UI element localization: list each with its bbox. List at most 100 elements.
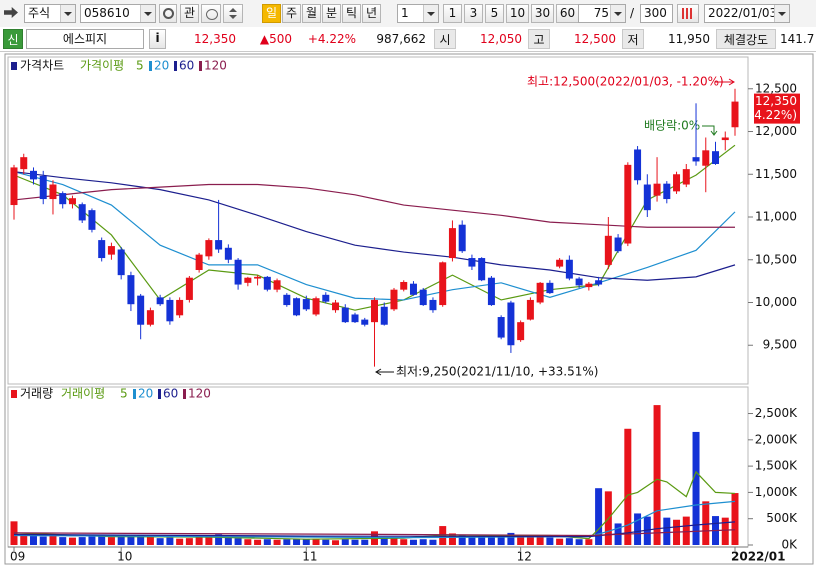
- high-note: 최고:12,500(2022/01/03, -1.20%): [527, 75, 724, 89]
- dropdown: [140, 5, 155, 22]
- candle-body: [634, 149, 642, 181]
- volume-bar: [682, 516, 690, 545]
- watch-button[interactable]: 관: [180, 4, 199, 23]
- market-select[interactable]: 주식: [24, 4, 76, 23]
- interval-button[interactable]: 3: [464, 4, 483, 23]
- legend-item: 20: [154, 59, 169, 73]
- candle-body: [487, 277, 495, 306]
- legend-title: 거래량: [20, 387, 53, 401]
- volume-bar: [127, 536, 135, 545]
- watch: 관: [183, 6, 196, 20]
- interval-button[interactable]: 30: [531, 4, 554, 23]
- low: 11,950: [668, 32, 710, 46]
- search-button[interactable]: [159, 4, 177, 23]
- count-input[interactable]: 75: [578, 4, 626, 23]
- period-button[interactable]: 일: [262, 4, 281, 23]
- legend-item: 120: [204, 59, 227, 73]
- volume-bar: [478, 536, 486, 545]
- total-input[interactable]: 300: [640, 4, 673, 23]
- count: 75: [593, 6, 609, 20]
- volume-bar: [507, 532, 515, 545]
- candle-body: [702, 150, 710, 166]
- y-tick-label: 11,500: [755, 167, 797, 181]
- volume-bar: [458, 535, 466, 545]
- volume-bar: [78, 537, 86, 545]
- volume-bar: [565, 538, 573, 545]
- candle-body: [273, 280, 281, 290]
- volume-bar: [429, 539, 437, 545]
- volume-bar: [517, 536, 525, 545]
- period-button[interactable]: 분: [322, 4, 341, 23]
- last-price: 12,350: [755, 94, 797, 108]
- low-note: 최저:9,250(2021/11/10, +33.51%): [396, 365, 598, 379]
- code-input[interactable]: 058610: [80, 4, 156, 23]
- dropdown: [774, 5, 789, 22]
- stock-name: 에스피지: [62, 32, 108, 46]
- candle-body: [341, 307, 349, 323]
- candle-body: [468, 258, 476, 267]
- rate: +4.22%: [307, 32, 356, 46]
- interval-button[interactable]: 5: [485, 4, 504, 23]
- period-button-text: 일: [265, 6, 278, 20]
- candle-body: [526, 299, 534, 320]
- legend-item: 5: [120, 387, 128, 401]
- period-button[interactable]: 틱: [342, 4, 361, 23]
- tool-button[interactable]: [201, 4, 221, 23]
- candle-body: [643, 184, 651, 211]
- price: 12,350: [194, 32, 236, 46]
- menu-icon[interactable]: [4, 7, 18, 18]
- name-box[interactable]: 에스피지: [26, 29, 144, 49]
- y-tick-label: 1,500K: [755, 459, 798, 473]
- interval-button-text: 30: [534, 6, 551, 20]
- y-tick-label: 10,000: [755, 295, 797, 309]
- candle-body: [39, 175, 47, 200]
- volume-bar: [332, 540, 340, 545]
- candle-body: [361, 319, 369, 325]
- volume-bar: [117, 536, 125, 545]
- interval-button-text: 60: [559, 6, 576, 20]
- x-tick-label: 09: [10, 550, 25, 564]
- candle-body: [673, 174, 681, 192]
- candle-body: [409, 283, 417, 295]
- interval-button[interactable]: 10: [506, 4, 529, 23]
- date-select[interactable]: 2022/01/03: [704, 4, 790, 23]
- volume-bar: [29, 536, 37, 545]
- dropdown: [60, 5, 75, 22]
- interval-button[interactable]: 60: [556, 4, 579, 23]
- info: i: [155, 31, 160, 45]
- volume-bar: [107, 537, 115, 545]
- strength: 141.7: [780, 32, 814, 46]
- interval-button[interactable]: 1: [443, 4, 462, 23]
- volume-bar: [244, 539, 252, 545]
- legend-item: 20: [138, 387, 153, 401]
- period-button-text: 주: [285, 6, 298, 20]
- candle-body: [653, 183, 661, 196]
- volume-bar: [487, 536, 495, 545]
- volume-bar: [585, 539, 593, 545]
- volume-bar: [302, 539, 310, 545]
- candle-body: [371, 299, 378, 323]
- market: 주식: [28, 6, 51, 20]
- volume-bar: [556, 538, 564, 545]
- legend-title: 가격차트: [20, 59, 64, 73]
- period-button[interactable]: 월: [302, 4, 321, 23]
- candle-body: [517, 322, 525, 341]
- period-button[interactable]: 년: [362, 4, 381, 23]
- total: 300: [644, 6, 667, 20]
- info-button[interactable]: i: [149, 29, 166, 49]
- low-arrow-head: [375, 368, 382, 376]
- candle-body: [156, 297, 164, 305]
- ma-line: [13, 171, 736, 281]
- volume-bar: [205, 536, 213, 545]
- interval-select[interactable]: 1: [397, 4, 439, 23]
- candle-body: [390, 289, 398, 310]
- settings-button[interactable]: [677, 4, 699, 23]
- high-label-text: 고: [533, 33, 545, 47]
- code: 058610: [84, 6, 130, 20]
- ex-dividend-arrow: [702, 125, 718, 136]
- volume-bar: [497, 534, 505, 545]
- period-button[interactable]: 주: [282, 4, 301, 23]
- spin-button[interactable]: [223, 4, 243, 23]
- candle-body: [166, 299, 174, 322]
